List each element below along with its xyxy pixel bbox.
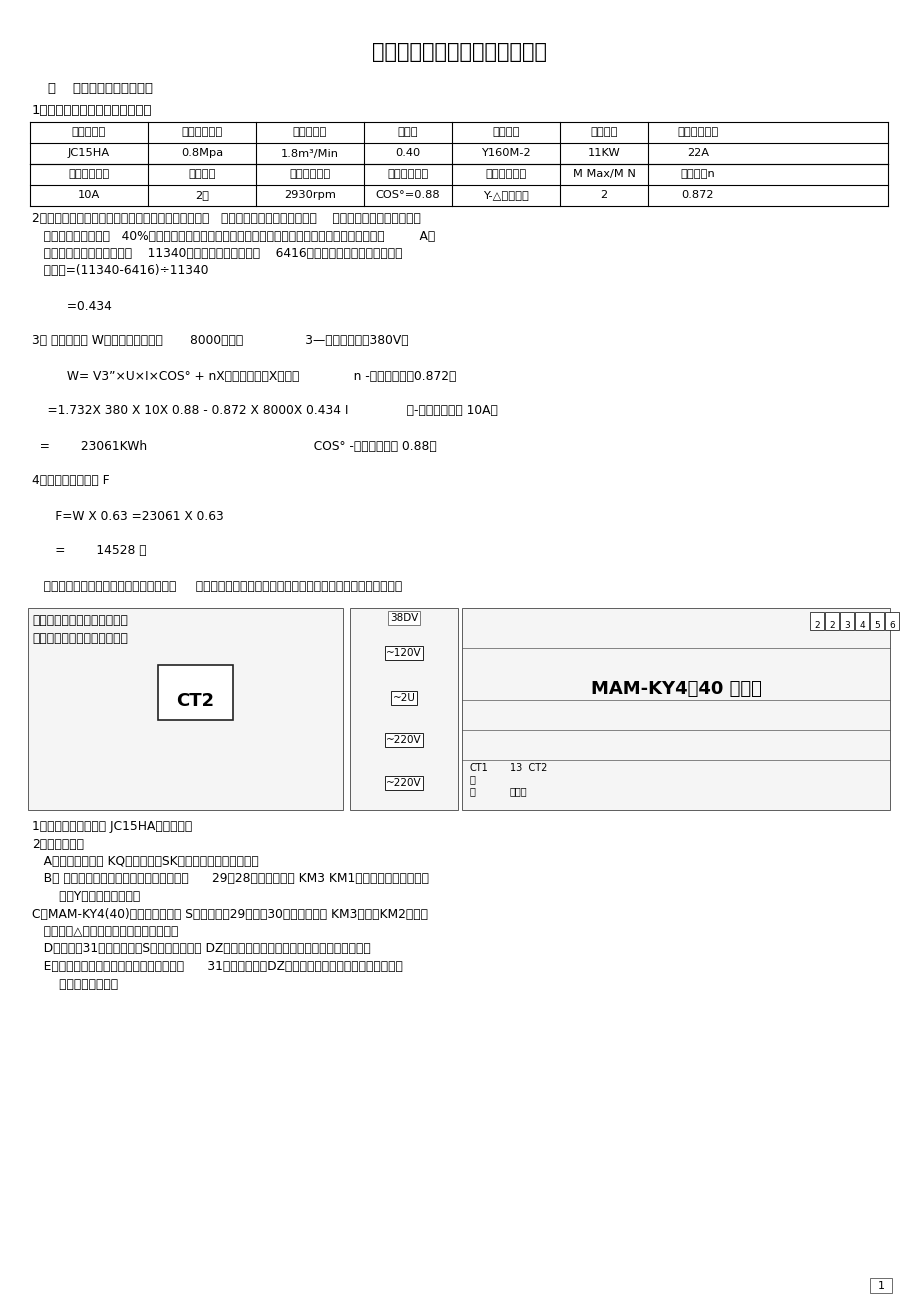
Text: 4、年空载损耗费用 F: 4、年空载损耗费用 F — [32, 474, 109, 487]
Text: 空载率=(11340-6416)÷11340: 空载率=(11340-6416)÷11340 — [32, 265, 209, 278]
Text: 螺杆式空压机总运行时间为    11340小时、负载运行时间为    6416小时，因此实际空载率应为：: 螺杆式空压机总运行时间为 11340小时、负载运行时间为 6416小时，因此实际… — [32, 248, 403, 261]
Bar — [809, 612, 823, 629]
Text: 电机空载电流: 电机空载电流 — [68, 169, 109, 180]
Text: 空压机型号: 空压机型号 — [72, 128, 106, 138]
Text: 0.8Mpa: 0.8Mpa — [181, 149, 222, 159]
Text: Y160M-2: Y160M-2 — [481, 149, 530, 159]
Text: ~220V: ~220V — [386, 778, 421, 788]
Bar — [28, 609, 343, 810]
Text: 6: 6 — [888, 622, 894, 629]
Text: 通过以上计算可见空载损耗是相当可观的     ，基于此从节约空载损耗着眼分析螺杆式空压机工作原理就降低: 通过以上计算可见空载损耗是相当可观的 ，基于此从节约空载损耗着眼分析螺杆式空压机… — [32, 580, 402, 593]
Text: 从上表可知空压机有   40%的时间是处于空载状态，这样既浪费能源又降低了系统的功率因数。现状         A标: 从上表可知空压机有 40%的时间是处于空载状态，这样既浪费能源又降低了系统的功率… — [32, 229, 435, 242]
Text: 额定排气压力: 额定排气压力 — [181, 128, 222, 138]
Text: 5: 5 — [873, 622, 879, 629]
Text: =0.434: =0.434 — [32, 300, 112, 313]
Text: 电机型号: 电机型号 — [492, 128, 519, 138]
Text: 、    螺杆式空压机能耗分析: 、 螺杆式空压机能耗分析 — [48, 82, 153, 95]
Text: 空载功率提出如下改善方案。: 空载功率提出如下改善方案。 — [32, 615, 128, 628]
Text: 3: 3 — [844, 622, 849, 629]
Text: 1、我司螺杆式空压机型号、规格: 1、我司螺杆式空压机型号、规格 — [32, 104, 153, 117]
Text: 空载率: 空载率 — [397, 128, 418, 138]
Text: ~220V: ~220V — [386, 735, 421, 745]
Text: 电机启动方式: 电机启动方式 — [485, 169, 526, 180]
Text: 2: 2 — [813, 622, 819, 629]
Text: 2930rpm: 2930rpm — [284, 190, 335, 201]
Text: D控制回路31延迟一段时间S后得电，电磁阀 DZ动作使伺服汽缸打开，空压机开始加载运行；: D控制回路31延迟一段时间S后得电，电磁阀 DZ动作使伺服汽缸打开，空压机开始加… — [32, 942, 370, 955]
Text: F=W X 0.63 =23061 X 0.63: F=W X 0.63 =23061 X 0.63 — [32, 509, 223, 523]
Bar — [461, 609, 889, 810]
Text: C经MAM-KY4(40)控制器内部延时 S，控制回路29断电、30得电，接触器 KM3断开、KM2吸合，: C经MAM-KY4(40)控制器内部延时 S，控制回路29断电、30得电，接触器… — [32, 907, 427, 920]
Text: COS°=0.88: COS°=0.88 — [375, 190, 440, 201]
Text: MAM-KY4（40 控制器: MAM-KY4（40 控制器 — [590, 680, 761, 698]
Text: JC15HA: JC15HA — [68, 149, 110, 159]
Text: 2、螺杆式空压机空载率：在设定的气压范围内工作，   在低于设定压力时负载运行，    高于设定压力时空载运行，: 2、螺杆式空压机空载率：在设定的气压范围内工作， 在低于设定压力时负载运行， 高… — [32, 212, 420, 225]
Bar — [349, 609, 458, 810]
Bar — [884, 612, 898, 629]
Text: CT1
输
入: CT1 输 入 — [470, 764, 488, 796]
Text: 电机Y形启动空载运行；: 电机Y形启动空载运行； — [32, 890, 140, 903]
Text: 螺杆式空压机变频节能改造方案: 螺杆式空压机变频节能改造方案 — [372, 42, 547, 63]
Text: 2: 2 — [828, 622, 834, 629]
Bar — [854, 612, 868, 629]
Bar — [158, 665, 233, 721]
Text: =        14528 元: = 14528 元 — [32, 545, 146, 558]
Text: 2极: 2极 — [195, 190, 209, 201]
Text: ~2U: ~2U — [392, 693, 415, 704]
Text: =        23061KWh                                           COS° -功率因数，取 0.88；: = 23061KWh COS° -功率因数，取 0.88； — [32, 439, 437, 452]
Bar — [869, 612, 883, 629]
Text: 0.40: 0.40 — [395, 149, 420, 159]
Text: 又开始空载运行；: 又开始空载运行； — [32, 977, 118, 990]
Text: 、螺杆式空压机工作原理分析: 、螺杆式空压机工作原理分析 — [32, 632, 128, 645]
Text: 3、 年空载损耗 W（年总运行时间取       8000小时）                3—电源电压，取380V；: 3、 年空载损耗 W（年总运行时间取 8000小时） 3—电源电压，取380V； — [32, 335, 408, 348]
Text: 38DV: 38DV — [390, 612, 417, 623]
Text: 额定排气量: 额定排气量 — [292, 128, 327, 138]
Bar — [824, 612, 838, 629]
Text: 2: 2 — [600, 190, 607, 201]
Text: A、合上电源开关 KQ、鈕匙开关SK，给主、控制电路送电；: A、合上电源开关 KQ、鈕匙开关SK，给主、控制电路送电； — [32, 855, 258, 868]
Text: 电机额定转数: 电机额定转数 — [289, 169, 330, 180]
Text: Y-△降压启动: Y-△降压启动 — [482, 190, 528, 201]
Text: 2、工作原理：: 2、工作原理： — [32, 838, 84, 851]
Text: 0.872: 0.872 — [681, 190, 713, 201]
Text: 电机功率: 电机功率 — [590, 128, 617, 138]
Text: E、当气压达到设定范围上限时，控制回路      31断电，电磁阀DZ也跟着断电使伺服汽缸关闭，空压机: E、当气压达到设定范围上限时，控制回路 31断电，电磁阀DZ也跟着断电使伺服汽缸… — [32, 960, 403, 973]
Text: M Max/M N: M Max/M N — [572, 169, 635, 180]
Text: =1.732X 380 X 10X 0.88 - 0.872 X 8000X 0.434 I               ．-空载电流，取 10A；: =1.732X 380 X 10X 0.88 - 0.872 X 8000X 0… — [32, 404, 497, 417]
Text: 1.8m³/Min: 1.8m³/Min — [280, 149, 338, 159]
Text: B、 按下控制面板上的启动按鈕，控制回路      29、28得电，接触器 KM3 KM1吸合其主触点闭合控制: B、 按下控制面板上的启动按鈕，控制回路 29、28得电，接触器 KM3 KM1… — [32, 873, 428, 886]
Text: 电机转为△形运行，完成降压启动过程；: 电机转为△形运行，完成降压启动过程； — [32, 925, 178, 938]
Text: CT2: CT2 — [176, 692, 214, 710]
Text: 11KW: 11KW — [587, 149, 619, 159]
Text: 10A: 10A — [78, 190, 100, 201]
Text: 1、聚才螺杆式空压机 JC15HA电路图如下: 1、聚才螺杆式空压机 JC15HA电路图如下 — [32, 820, 192, 833]
Text: 22A: 22A — [686, 149, 709, 159]
Text: ~120V: ~120V — [386, 648, 421, 658]
Text: 电机效率n: 电机效率n — [680, 169, 715, 180]
Bar — [869, 1278, 891, 1293]
Text: 电机功率因数: 电机功率因数 — [387, 169, 428, 180]
Bar — [839, 612, 853, 629]
Text: 4: 4 — [858, 622, 864, 629]
Text: 电机额定电流: 电机额定电流 — [676, 128, 718, 138]
Text: W= V3”×U×I×COS° + nX年总运行时间X空载率              n -电机效率，取0.872；: W= V3”×U×I×COS° + nX年总运行时间X空载率 n -电机效率，取… — [32, 370, 456, 383]
Text: 电机极数: 电机极数 — [188, 169, 216, 180]
Text: 13  CT2

输片入: 13 CT2 输片入 — [509, 764, 547, 796]
Text: 1: 1 — [877, 1281, 883, 1291]
